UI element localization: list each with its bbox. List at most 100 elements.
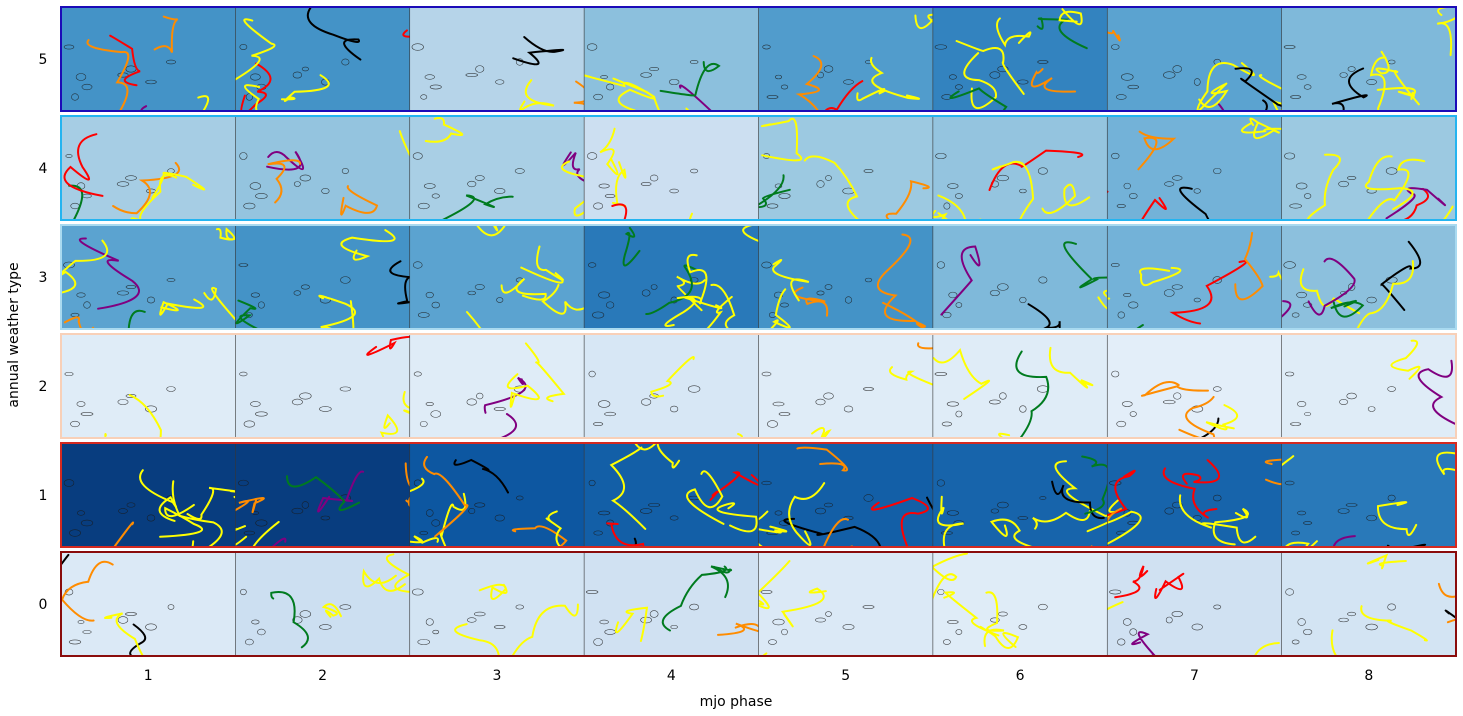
heatmap-cell	[584, 443, 759, 547]
island-outlines	[413, 479, 524, 536]
track-line	[103, 612, 145, 656]
track-line	[678, 84, 713, 111]
cell-background	[235, 552, 410, 656]
cell-background	[61, 334, 236, 438]
heatmap-cell	[932, 116, 1108, 220]
cyclone-tracks	[424, 117, 585, 220]
track-line	[650, 356, 695, 398]
cell-background	[409, 334, 585, 438]
track-line	[1015, 350, 1050, 438]
track-line	[1199, 417, 1220, 438]
cyclone-tracks	[512, 36, 585, 111]
row-frame	[60, 224, 1457, 330]
heatmap-cell	[1107, 552, 1282, 656]
island-outlines	[934, 371, 1049, 427]
cell-background	[61, 225, 236, 329]
x-tick-label: 8	[1364, 668, 1373, 684]
cyclone-tracks	[366, 335, 410, 438]
heatmap-cell	[409, 552, 585, 656]
island-outlines	[63, 261, 176, 318]
cyclone-tracks	[932, 346, 1094, 438]
cyclone-tracks	[937, 455, 1108, 547]
track-line	[1330, 629, 1338, 656]
track-line	[130, 174, 178, 220]
track-line	[1284, 540, 1318, 547]
cell-background	[1281, 443, 1456, 547]
track-line	[423, 455, 469, 538]
track-line	[340, 229, 396, 261]
cyclone-tracks	[235, 7, 410, 111]
track-line	[439, 492, 467, 547]
track-line	[159, 298, 205, 316]
track-line	[1253, 642, 1280, 656]
island-outlines	[1285, 588, 1396, 645]
heatmap-cell	[584, 116, 759, 220]
track-line	[475, 225, 507, 237]
heatmap-cell	[235, 552, 410, 656]
cell-background	[584, 443, 759, 547]
island-outlines	[1283, 44, 1396, 99]
track-line	[1178, 494, 1257, 544]
track-line	[796, 446, 848, 472]
track-line	[1281, 300, 1292, 318]
track-line	[709, 471, 759, 501]
heatmap-cell	[584, 225, 759, 329]
track-line	[1205, 404, 1239, 431]
heatmap-cell	[235, 7, 410, 111]
track-line	[520, 245, 564, 284]
heatmap-cell	[1107, 116, 1282, 220]
track-line	[780, 587, 827, 628]
track-line	[1058, 8, 1083, 26]
track-line	[1027, 303, 1061, 329]
cyclone-tracks	[1107, 565, 1280, 656]
cyclone-tracks	[112, 469, 236, 547]
track-line	[1162, 467, 1218, 519]
cell-background	[932, 116, 1108, 220]
island-outlines	[240, 588, 352, 646]
cell-background	[1281, 116, 1456, 220]
cell-background	[932, 225, 1108, 329]
track-line	[1107, 469, 1136, 517]
track-line	[1375, 50, 1420, 106]
panel-grid	[60, 6, 1457, 657]
track-line	[349, 300, 355, 329]
track-line	[772, 259, 810, 302]
track-line	[512, 36, 564, 66]
cell-background	[758, 552, 933, 656]
track-line	[932, 348, 991, 400]
track-line	[171, 480, 223, 547]
track-line	[1281, 455, 1295, 467]
island-outlines	[1284, 480, 1396, 536]
track-line	[127, 309, 146, 329]
heatmap-cell	[1107, 443, 1282, 547]
track-line	[937, 495, 964, 547]
island-outlines	[937, 588, 1048, 645]
track-line	[109, 34, 141, 87]
island-outlines	[1111, 44, 1221, 100]
track-line	[545, 510, 563, 547]
track-line	[197, 95, 210, 111]
track-line	[645, 264, 698, 315]
track-line	[710, 283, 736, 329]
track-line	[661, 565, 728, 632]
track-line	[1376, 86, 1417, 101]
heatmap-cell	[409, 225, 585, 329]
island-outlines	[587, 152, 699, 210]
cyclone-tracks	[795, 13, 933, 111]
heatmap-cell	[409, 334, 585, 438]
track-line	[634, 443, 681, 469]
heatmap-cell	[932, 225, 1108, 329]
cell-background	[758, 7, 933, 111]
track-line	[1385, 187, 1447, 220]
track-line	[1390, 339, 1421, 380]
track-line	[1154, 572, 1185, 599]
track-line	[398, 130, 410, 158]
heatmap-cell	[758, 7, 933, 111]
track-line	[1332, 535, 1356, 547]
track-line	[1081, 455, 1108, 515]
track-line	[811, 427, 832, 438]
island-outlines	[411, 43, 524, 100]
y-tick-label: 1	[39, 488, 48, 504]
track-line	[366, 335, 410, 356]
cell-background	[61, 443, 236, 547]
